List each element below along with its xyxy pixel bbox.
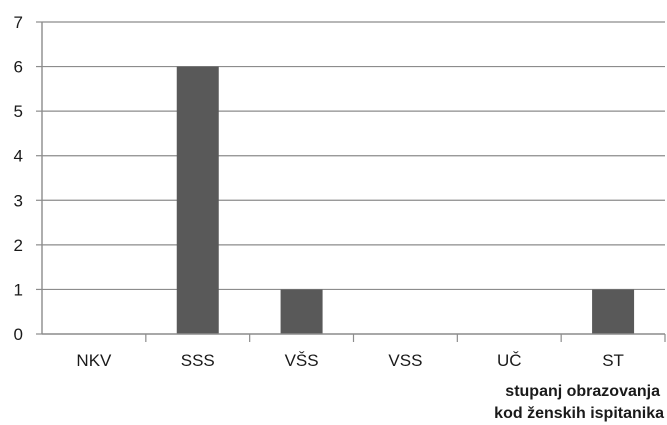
x-tick-label: NKV — [76, 351, 112, 370]
y-tick-label: 4 — [14, 147, 23, 166]
y-tick-label: 5 — [14, 102, 23, 121]
y-tick-label: 0 — [14, 325, 23, 344]
x-tick-label: VŠS — [285, 351, 319, 370]
y-tick-label: 1 — [14, 280, 23, 299]
x-tick-labels: NKV SSS VŠS VSS UČ ST — [76, 351, 624, 370]
bar — [592, 289, 635, 334]
y-tick-labels: 0 1 2 3 4 5 6 7 — [14, 13, 23, 344]
y-tick-label: 3 — [14, 191, 23, 210]
y-tick-label: 6 — [14, 58, 23, 77]
y-tick-label: 2 — [14, 236, 23, 255]
x-axis-label-line-2: kod ženskih ispitanika — [494, 405, 664, 422]
x-axis-label-line-1: stupanj obrazovanja — [505, 383, 660, 400]
axes — [36, 21, 666, 342]
y-tick-label: 7 — [14, 13, 23, 32]
x-tick-label: VSS — [388, 351, 422, 370]
gridlines — [42, 21, 665, 291]
x-tick-label: ST — [602, 351, 624, 370]
bar — [176, 66, 219, 335]
x-tick-label: UČ — [497, 351, 522, 370]
x-tick-label: SSS — [181, 351, 215, 370]
bars — [176, 66, 635, 335]
bar — [280, 289, 323, 334]
